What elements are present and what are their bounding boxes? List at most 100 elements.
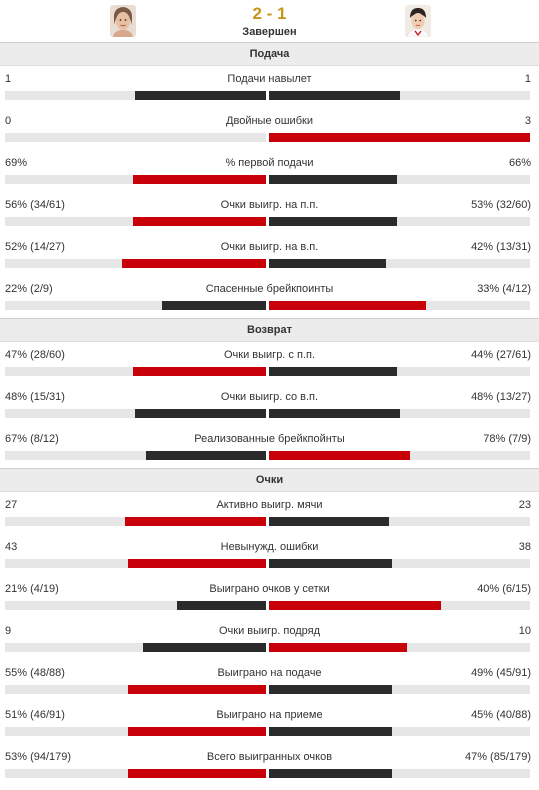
home-stat-value: 51% (46/91) bbox=[5, 709, 65, 721]
section-header: Возврат bbox=[0, 318, 539, 342]
away-player-avatar[interactable] bbox=[405, 5, 431, 37]
home-stat-track bbox=[5, 643, 266, 652]
away-stat-track bbox=[269, 559, 530, 568]
away-stat-value: 33% (4/12) bbox=[477, 283, 531, 295]
away-stat-bar bbox=[269, 685, 392, 694]
stat-name: Выиграно на приеме bbox=[216, 709, 323, 721]
away-stat-track bbox=[269, 133, 530, 142]
away-stat-value: 53% (32/60) bbox=[471, 199, 531, 211]
away-player-photo-icon bbox=[405, 5, 431, 37]
away-stat-bar bbox=[269, 769, 392, 778]
away-stat-value: 10 bbox=[518, 625, 531, 637]
away-stat-value: 49% (45/91) bbox=[471, 667, 531, 679]
home-stat-bar bbox=[128, 727, 266, 736]
home-stat-bar bbox=[133, 175, 266, 184]
stat-name: Невынужд. ошибки bbox=[220, 541, 319, 553]
away-stat-value: 45% (40/88) bbox=[471, 709, 531, 721]
stat-name: Очки выигр. со в.п. bbox=[220, 391, 319, 403]
away-stat-bar bbox=[269, 727, 392, 736]
home-stat-value: 43 bbox=[5, 541, 18, 553]
away-stat-value: 44% (27/61) bbox=[471, 349, 531, 361]
home-stat-value: 53% (94/179) bbox=[5, 751, 72, 763]
home-stat-value: 52% (14/27) bbox=[5, 241, 65, 253]
stat-name: Двойные ошибки bbox=[226, 115, 313, 127]
home-stat-value: 22% (2/9) bbox=[5, 283, 53, 295]
home-stat-track bbox=[5, 91, 266, 100]
away-stat-track bbox=[269, 409, 530, 418]
away-stat-bar bbox=[269, 559, 392, 568]
stat-name: Выиграно на подаче bbox=[217, 667, 322, 679]
stat-row: 22% (2/9) Спасенные брейкпоинты 33% (4/12) bbox=[0, 276, 539, 318]
stat-row: 53% (94/179) Всего выигранных очков 47% (8… bbox=[0, 744, 539, 786]
away-stat-track bbox=[269, 643, 530, 652]
away-stat-track bbox=[269, 91, 530, 100]
stat-row: 56% (34/61) Очки выигр. на п.п. 53% (32/60… bbox=[0, 192, 539, 234]
stat-row: 47% (28/60) Очки выигр. с п.п. 44% (27/61) bbox=[0, 342, 539, 384]
home-stat-bar bbox=[143, 643, 266, 652]
away-stat-track bbox=[269, 217, 530, 226]
home-stat-track bbox=[5, 367, 266, 376]
home-player-avatar[interactable] bbox=[110, 5, 136, 37]
stat-row: 0 Двойные ошибки 3 bbox=[0, 108, 539, 150]
away-stat-bar bbox=[269, 259, 386, 268]
home-stat-track bbox=[5, 769, 266, 778]
away-stat-bar bbox=[269, 367, 397, 376]
stat-row: 9 Очки выигр. подряд 10 bbox=[0, 618, 539, 660]
away-stat-value: 1 bbox=[524, 73, 531, 85]
away-stat-value: 47% (85/179) bbox=[464, 751, 531, 763]
away-stat-value: 66% bbox=[508, 157, 531, 169]
home-stat-track bbox=[5, 133, 266, 142]
away-stat-bar bbox=[269, 301, 426, 310]
stat-row: 1 Подачи навылет 1 bbox=[0, 66, 539, 108]
away-stat-value: 48% (13/27) bbox=[471, 391, 531, 403]
away-stat-track bbox=[269, 769, 530, 778]
home-stat-value: 1 bbox=[5, 73, 12, 85]
away-stat-bar bbox=[269, 517, 389, 526]
stat-name: Выиграно очков у сетки bbox=[209, 583, 330, 595]
home-stat-value: 69% bbox=[5, 157, 28, 169]
away-stat-bar bbox=[269, 643, 407, 652]
home-stat-track bbox=[5, 517, 266, 526]
home-stat-track bbox=[5, 451, 266, 460]
stat-name: Очки выигр. с п.п. bbox=[223, 349, 316, 361]
home-stat-value: 48% (15/31) bbox=[5, 391, 65, 403]
stat-name: Очки выигр. на в.п. bbox=[220, 241, 319, 253]
away-stat-bar bbox=[269, 133, 530, 142]
stat-row: 21% (4/19) Выиграно очков у сетки 40% (6/1… bbox=[0, 576, 539, 618]
away-stat-track bbox=[269, 259, 530, 268]
home-stat-track bbox=[5, 259, 266, 268]
stat-row: 27 Активно выигр. мячи 23 bbox=[0, 492, 539, 534]
home-stat-value: 0 bbox=[5, 115, 12, 127]
home-stat-track bbox=[5, 601, 266, 610]
home-stat-value: 56% (34/61) bbox=[5, 199, 65, 211]
match-status: Завершен bbox=[242, 26, 297, 38]
home-stat-track bbox=[5, 409, 266, 418]
away-stat-track bbox=[269, 301, 530, 310]
away-stat-value: 3 bbox=[524, 115, 531, 127]
away-stat-bar bbox=[269, 601, 441, 610]
home-stat-bar bbox=[135, 409, 266, 418]
stat-name: Очки выигр. подряд bbox=[218, 625, 321, 637]
stat-name: Всего выигранных очков bbox=[206, 751, 333, 763]
home-stat-track bbox=[5, 301, 266, 310]
home-stat-bar bbox=[146, 451, 266, 460]
stat-name: % первой подачи bbox=[225, 157, 314, 169]
home-stat-value: 55% (48/88) bbox=[5, 667, 65, 679]
away-stat-track bbox=[269, 175, 530, 184]
home-stat-bar bbox=[128, 559, 266, 568]
stat-row: 55% (48/88) Выиграно на подаче 49% (45/91) bbox=[0, 660, 539, 702]
home-stat-track bbox=[5, 217, 266, 226]
home-stat-bar bbox=[162, 301, 266, 310]
home-stat-bar bbox=[125, 517, 266, 526]
home-stat-track bbox=[5, 685, 266, 694]
home-stat-value: 67% (8/12) bbox=[5, 433, 59, 445]
stat-name: Очки выигр. на п.п. bbox=[220, 199, 319, 211]
home-stat-value: 27 bbox=[5, 499, 18, 511]
home-stat-bar bbox=[128, 769, 266, 778]
home-stat-bar bbox=[128, 685, 266, 694]
stat-row: 69% % первой подачи 66% bbox=[0, 150, 539, 192]
stat-row: 51% (46/91) Выиграно на приеме 45% (40/88) bbox=[0, 702, 539, 744]
home-stat-bar bbox=[177, 601, 266, 610]
away-stat-bar bbox=[269, 409, 400, 418]
away-stat-track bbox=[269, 451, 530, 460]
